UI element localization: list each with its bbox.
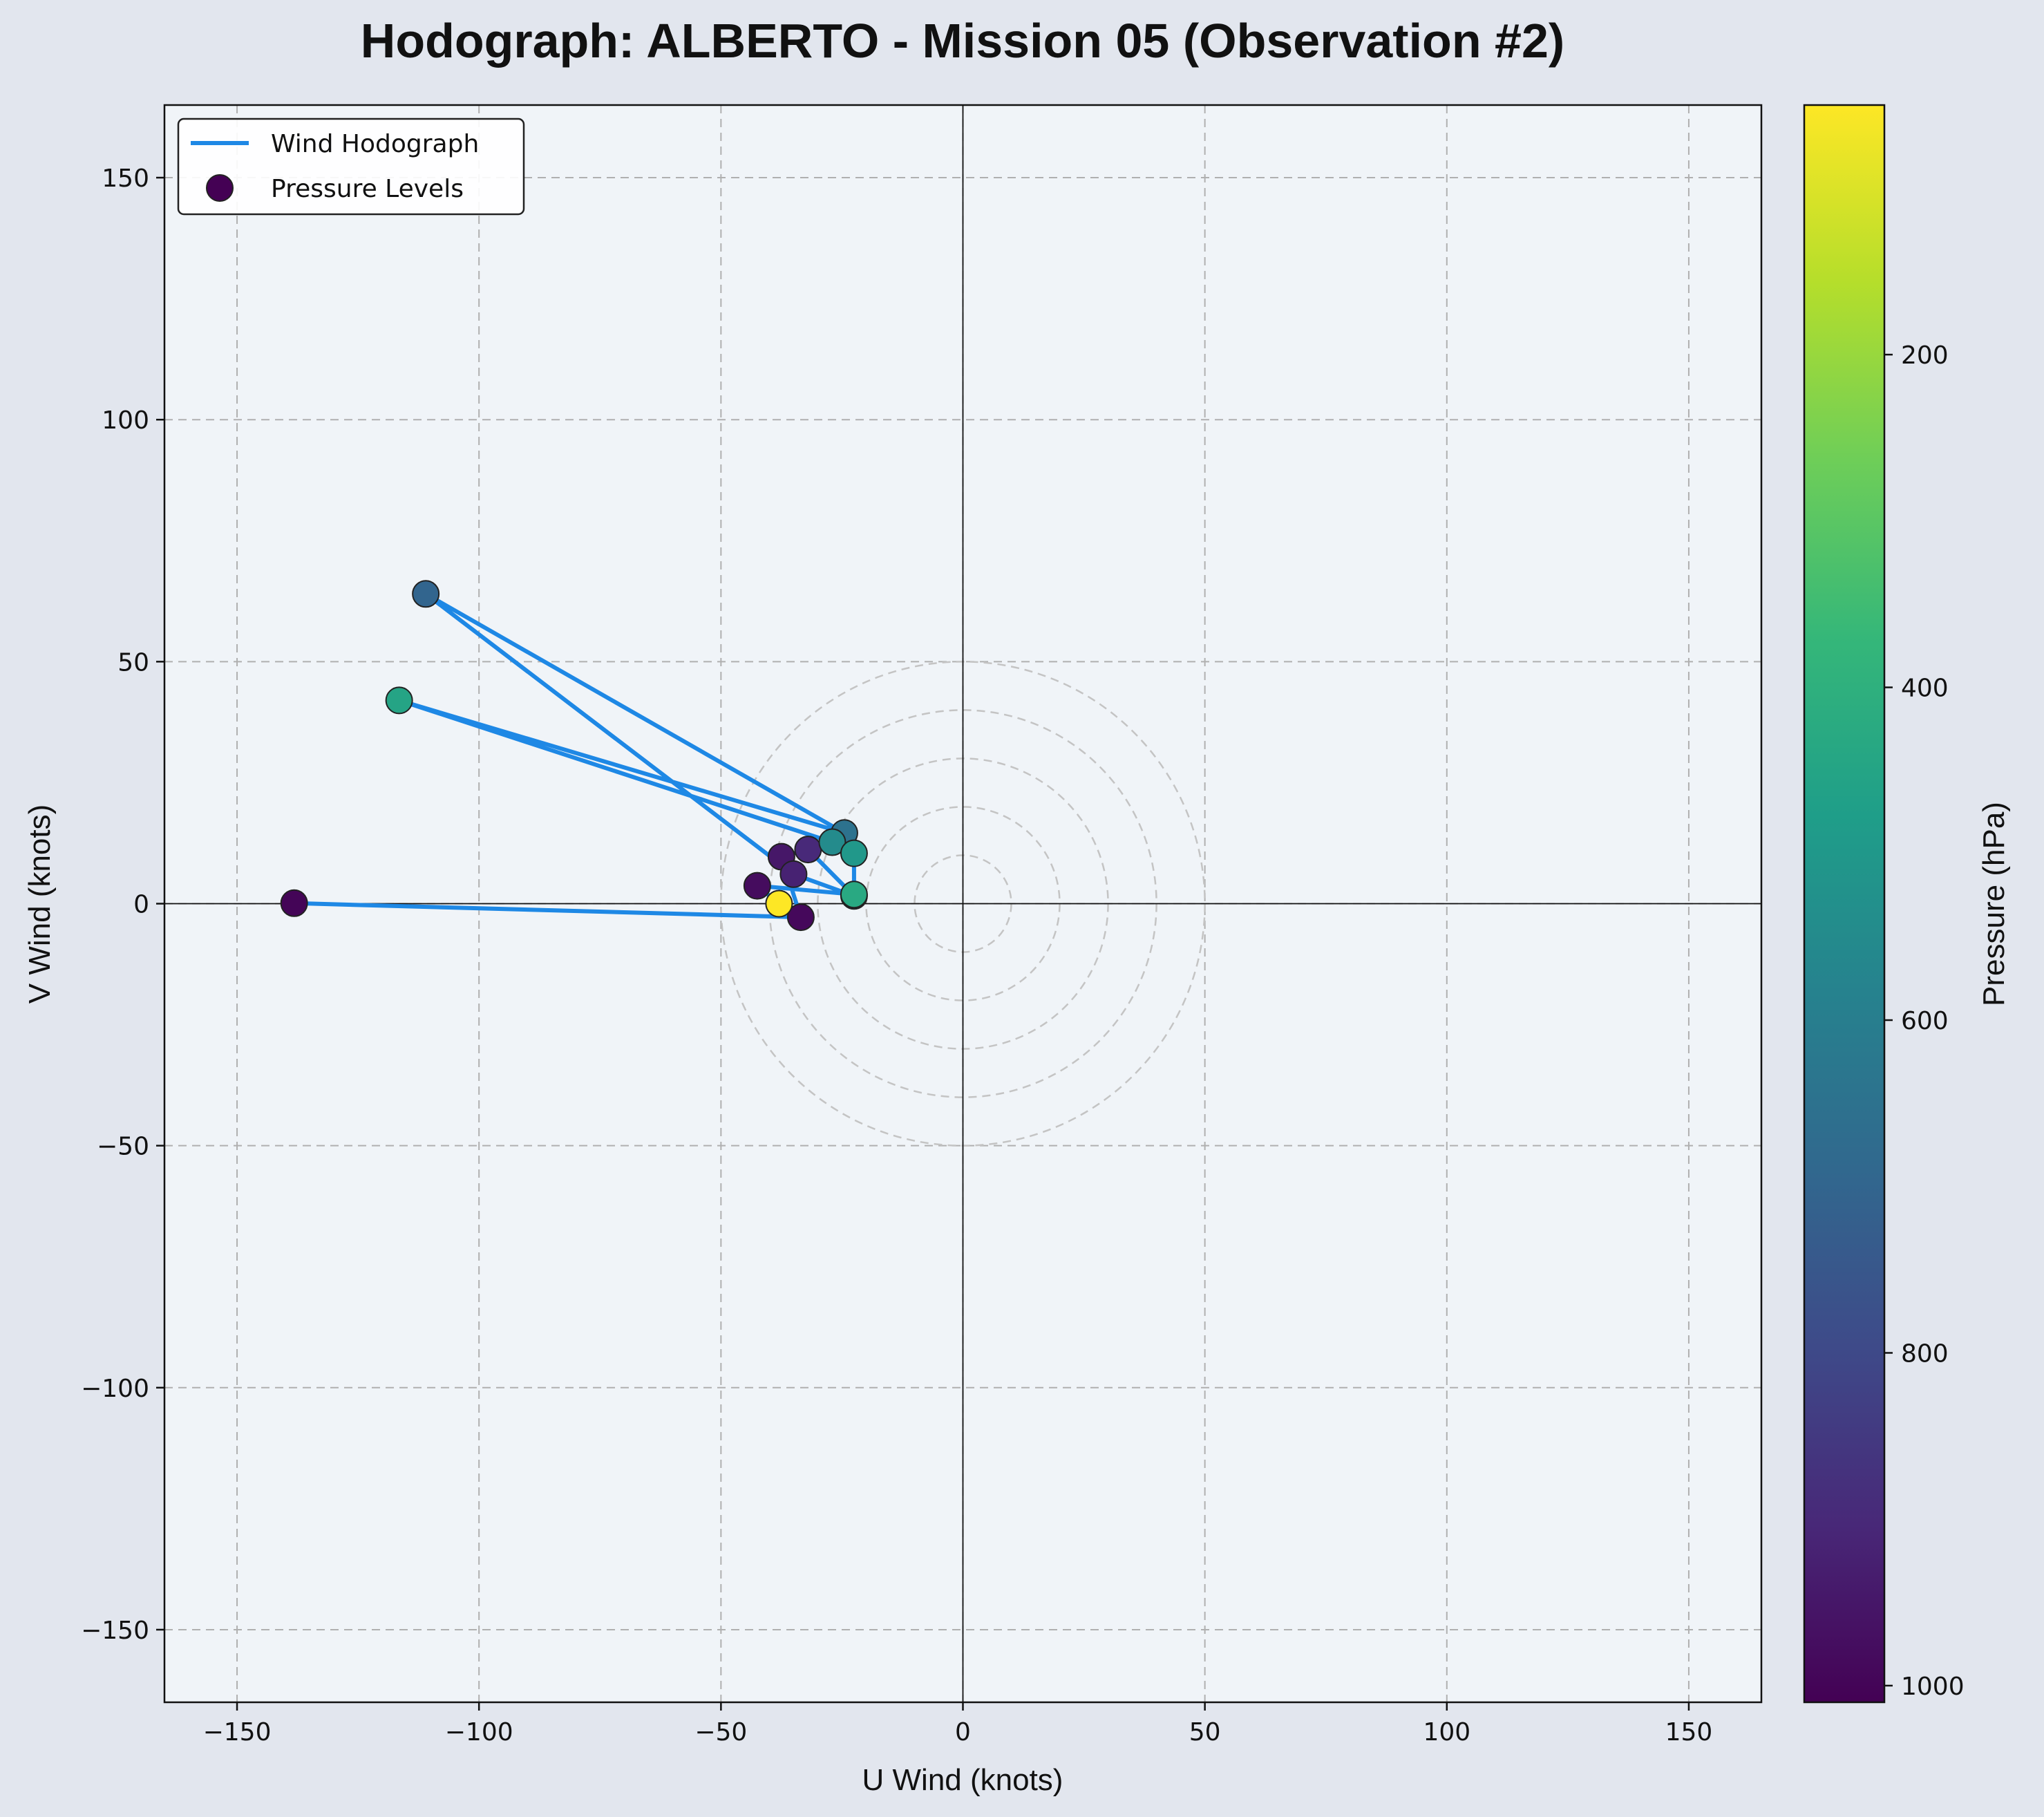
y-tick-label: 150 — [102, 164, 149, 193]
legend-label-pressure-levels: Pressure Levels — [271, 175, 464, 203]
pressure-level-point-5 — [779, 860, 808, 888]
colorbar-tick-label: 200 — [1901, 341, 1949, 370]
pressure-level-point-13 — [765, 889, 793, 918]
x-axis-label: U Wind (knots) — [862, 1763, 1063, 1797]
legend-label-wind-hodograph: Wind Hodograph — [271, 130, 479, 158]
x-axis-ticks: −150 −100 −50 0 50 100 150 — [203, 1702, 1713, 1747]
x-tick-label: 50 — [1189, 1718, 1221, 1747]
y-tick-label: 0 — [133, 891, 149, 919]
y-axis-label: V Wind (knots) — [23, 804, 57, 1004]
x-tick-label: 0 — [955, 1718, 971, 1747]
x-tick-label: −50 — [694, 1718, 747, 1747]
pressure-level-point-11 — [840, 881, 868, 909]
pressure-level-point-9 — [818, 828, 846, 856]
colorbar-tick-label: 1000 — [1901, 1673, 1965, 1701]
colorbar-gradient — [1803, 104, 1886, 1704]
pressure-level-point-8 — [385, 686, 413, 715]
colorbar-label: Pressure (hPa) — [1977, 802, 2011, 1006]
zero-lines — [164, 105, 1761, 1702]
colorbar-tick-label: 800 — [1901, 1339, 1949, 1368]
colorbar-tick-label: 600 — [1901, 1007, 1949, 1035]
y-tick-label: 50 — [117, 648, 149, 677]
pressure-level-points — [280, 580, 868, 932]
y-tick-label: −50 — [97, 1133, 149, 1161]
chart-title: Hodograph: ALBERTO - Mission 05 (Observa… — [361, 14, 1564, 68]
y-tick-label: −150 — [81, 1617, 149, 1645]
legend: Wind Hodograph Pressure Levels — [177, 117, 525, 216]
pressure-level-point-1 — [786, 903, 815, 932]
pressure-level-point-12 — [743, 872, 771, 900]
pressure-level-point-10 — [840, 839, 868, 867]
y-axis-ticks: −150 −100 −50 0 50 100 150 — [81, 164, 164, 1645]
legend-point-swatch — [206, 174, 234, 202]
pressure-level-point-6 — [412, 580, 440, 608]
legend-box — [177, 117, 525, 216]
x-tick-label: 100 — [1423, 1718, 1470, 1747]
colorbar-tick-label: 400 — [1901, 675, 1949, 703]
x-tick-label: −100 — [445, 1718, 513, 1747]
x-tick-label: −150 — [203, 1718, 272, 1747]
pressure-level-point-0 — [280, 889, 308, 917]
pressure-level-point-3 — [794, 836, 822, 864]
y-tick-label: −100 — [81, 1375, 149, 1403]
colorbar-ticks: 200 400 600 800 1000 — [1884, 341, 1965, 1701]
colorbar: 200 400 600 800 1000 Pressure (hPa) — [1803, 104, 2011, 1704]
x-tick-label: 150 — [1665, 1718, 1713, 1747]
y-tick-label: 100 — [102, 406, 149, 435]
